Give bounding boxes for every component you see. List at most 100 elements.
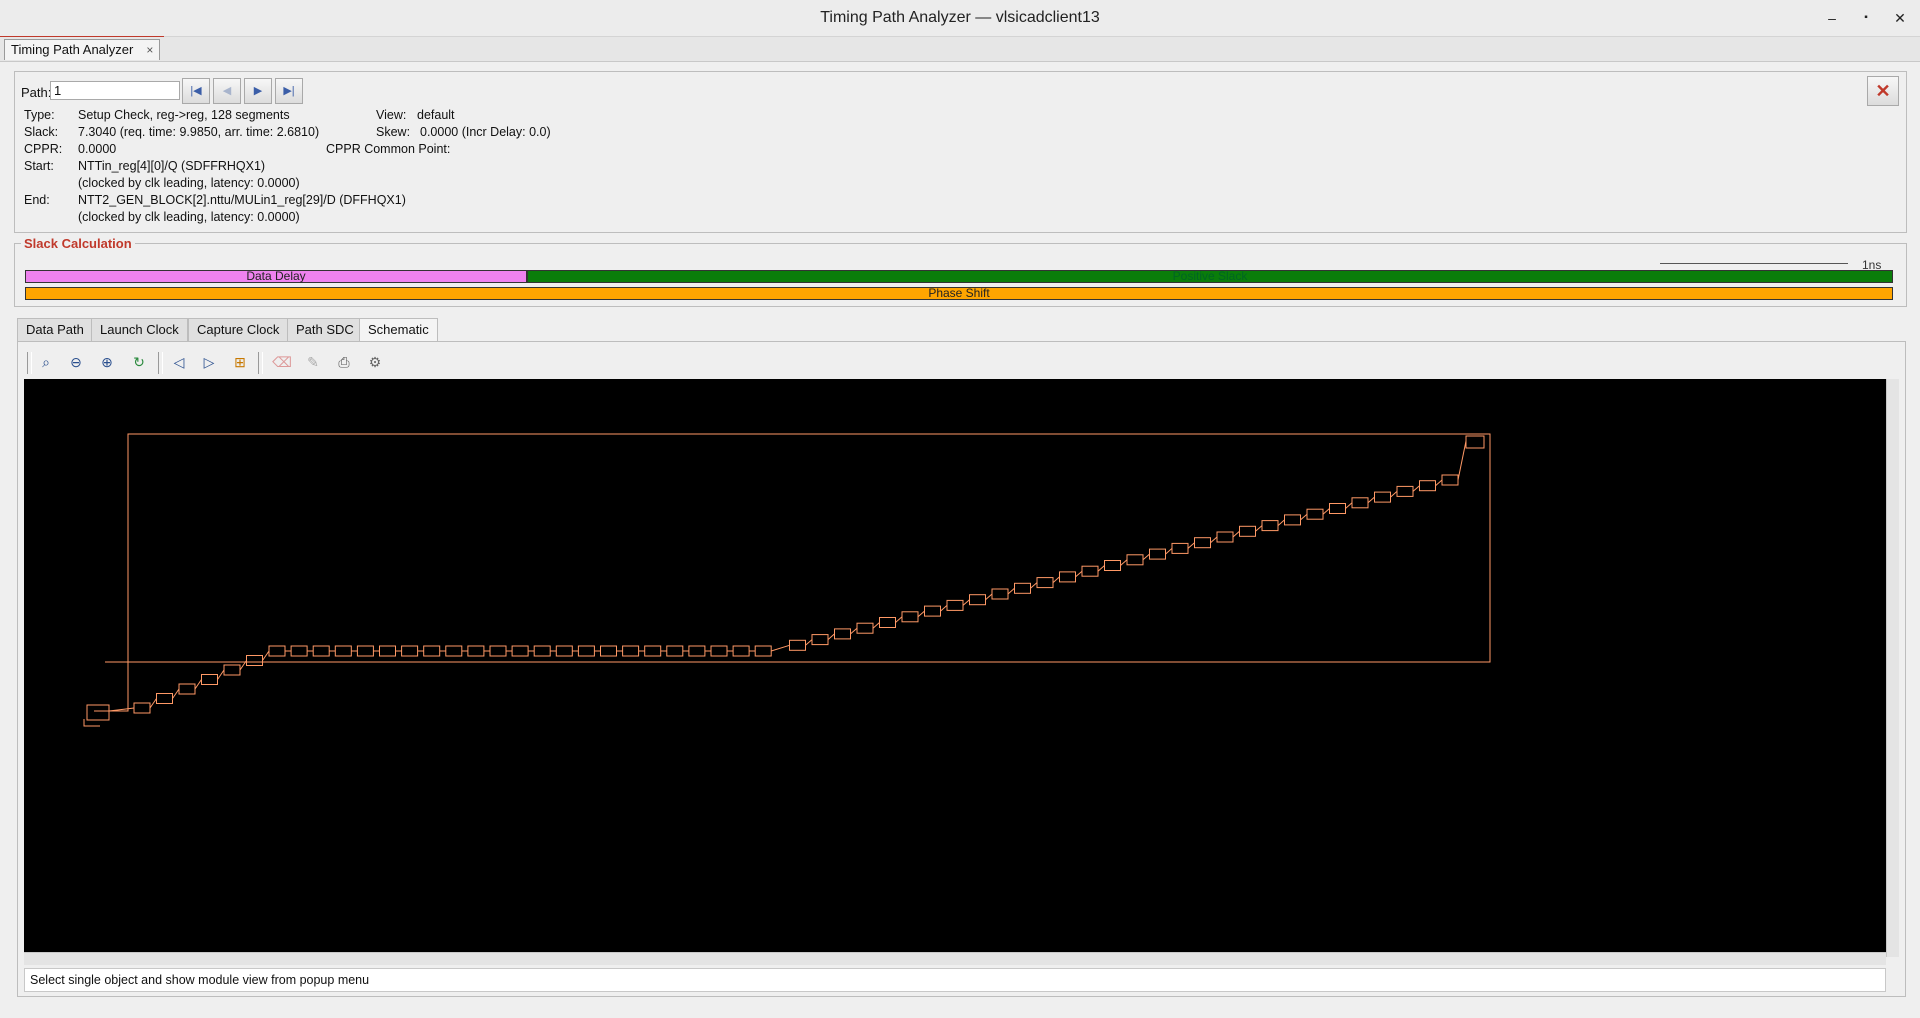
logic-gate-cell[interactable] [834, 628, 851, 640]
net-wire[interactable] [108, 707, 135, 712]
logic-gate-cell[interactable] [1126, 554, 1144, 566]
logic-gate-cell[interactable] [290, 645, 308, 657]
net-wire[interactable] [194, 679, 202, 690]
net-wire[interactable] [1007, 587, 1015, 595]
logic-gate-cell[interactable] [1171, 542, 1189, 554]
logic-gate-cell[interactable] [201, 674, 218, 685]
logic-gate-cell[interactable] [732, 645, 750, 657]
logic-gate-cell[interactable] [379, 645, 396, 657]
net-wire[interactable] [149, 698, 157, 709]
net-wire[interactable] [1277, 519, 1285, 526]
phase-shift-bar[interactable]: Phase Shift [25, 287, 1893, 300]
zoom-out-icon[interactable]: ⊖ [70, 354, 82, 370]
tab-path-sdc[interactable]: Path SDC [287, 318, 363, 342]
logic-gate-cell[interactable] [924, 605, 941, 617]
logic-gate-cell[interactable] [1036, 577, 1054, 589]
end-register-cell[interactable] [1465, 435, 1485, 449]
net-wire[interactable] [771, 644, 790, 652]
net-wire[interactable] [1052, 576, 1060, 583]
net-wire[interactable] [1187, 542, 1195, 549]
logic-gate-cell[interactable] [1396, 485, 1414, 497]
logic-gate-cell[interactable] [969, 594, 986, 606]
logic-gate-cell[interactable] [856, 622, 874, 634]
logic-gate-cell[interactable] [312, 645, 330, 657]
logic-gate-cell[interactable] [622, 645, 640, 657]
logic-gate-cell[interactable] [489, 645, 507, 657]
zoom-fit-icon[interactable]: ⊕ [101, 354, 113, 370]
path-input[interactable]: 1 [50, 81, 180, 100]
logic-gate-cell[interactable] [1329, 503, 1346, 514]
logic-gate-cell[interactable] [401, 645, 419, 657]
horizontal-scrollbar[interactable] [24, 952, 1886, 965]
logic-gate-cell[interactable] [1441, 474, 1459, 486]
close-tab-icon[interactable]: × [146, 43, 154, 57]
logic-gate-cell[interactable] [577, 645, 595, 657]
logic-gate-cell[interactable] [268, 645, 286, 657]
net-wire[interactable] [1120, 559, 1128, 566]
logic-gate-cell[interactable] [1014, 582, 1031, 594]
logic-gate-cell[interactable] [1104, 560, 1121, 571]
back-icon[interactable]: ◁ [173, 354, 185, 370]
edit-icon[interactable]: ✎ [307, 354, 319, 370]
net-wire[interactable] [1097, 565, 1105, 572]
tab-launch-clock[interactable]: Launch Clock [91, 318, 188, 342]
prev-path-button[interactable]: ◀ [213, 78, 241, 104]
vertical-scrollbar[interactable] [1886, 379, 1899, 957]
logic-gate-cell[interactable] [754, 645, 772, 657]
start-register-pin[interactable] [83, 719, 100, 727]
logic-gate-cell[interactable] [1149, 548, 1166, 560]
logic-gate-cell[interactable] [223, 664, 241, 676]
logic-gate-cell[interactable] [1374, 491, 1391, 503]
logic-gate-cell[interactable] [1194, 537, 1211, 549]
first-path-button[interactable]: |◀ [182, 78, 210, 104]
net-wire[interactable] [1367, 496, 1375, 504]
logic-gate-cell[interactable] [644, 645, 662, 657]
net-wire[interactable] [217, 669, 225, 680]
maximize-button[interactable]: ▪ [1864, 12, 1868, 23]
net-wire[interactable] [1232, 530, 1240, 538]
logic-gate-cell[interactable] [1351, 497, 1369, 509]
logic-gate-cell[interactable] [600, 645, 617, 657]
tab-data-path[interactable]: Data Path [17, 318, 93, 342]
net-wire[interactable] [1390, 491, 1398, 498]
logic-gate-cell[interactable] [1239, 525, 1256, 537]
logic-gate-cell[interactable] [710, 645, 728, 657]
zoom-icon[interactable]: ⌕ [42, 354, 50, 370]
net-wire[interactable] [850, 627, 858, 635]
net-wire[interactable] [805, 639, 813, 646]
net-wire[interactable] [1412, 485, 1420, 492]
net-wire[interactable] [262, 650, 270, 661]
logic-gate-cell[interactable] [511, 645, 529, 657]
positive-slack-bar[interactable]: Positive Slack [527, 270, 1893, 283]
net-wire[interactable] [1165, 548, 1173, 555]
net-wire[interactable] [1030, 582, 1038, 589]
last-path-button[interactable]: ▶| [275, 78, 303, 104]
logic-gate-cell[interactable] [991, 588, 1009, 600]
tab-capture-clock[interactable]: Capture Clock [188, 318, 289, 342]
start-register-cell[interactable] [86, 704, 110, 721]
logic-gate-cell[interactable] [445, 645, 463, 657]
logic-gate-cell[interactable] [133, 702, 151, 714]
tab-schematic[interactable]: Schematic [359, 318, 438, 343]
net-wire[interactable] [872, 622, 880, 629]
logic-gate-cell[interactable] [1284, 514, 1301, 526]
logic-gate-cell[interactable] [1419, 480, 1436, 492]
net-wire[interactable] [895, 616, 903, 623]
net-wire[interactable] [1345, 502, 1353, 509]
data-delay-bar[interactable]: Data Delay [25, 270, 527, 283]
logic-gate-cell[interactable] [946, 599, 964, 611]
logic-gate-cell[interactable] [533, 645, 551, 657]
eraser-icon[interactable]: ⌫ [272, 354, 292, 370]
logic-gate-cell[interactable] [666, 645, 684, 657]
schematic-canvas[interactable] [24, 379, 1886, 952]
forward-icon[interactable]: ▷ [203, 354, 215, 370]
logic-gate-cell[interactable] [178, 683, 196, 695]
close-window-button[interactable]: ✕ [1894, 10, 1906, 26]
logic-gate-cell[interactable] [1059, 571, 1076, 583]
schematic-drawing[interactable] [24, 379, 1886, 952]
print-icon[interactable]: ⎙ [338, 354, 350, 370]
net-wire[interactable] [1142, 553, 1150, 561]
net-wire[interactable] [239, 660, 247, 671]
logic-gate-cell[interactable] [688, 645, 706, 657]
logic-gate-cell[interactable] [246, 655, 263, 666]
